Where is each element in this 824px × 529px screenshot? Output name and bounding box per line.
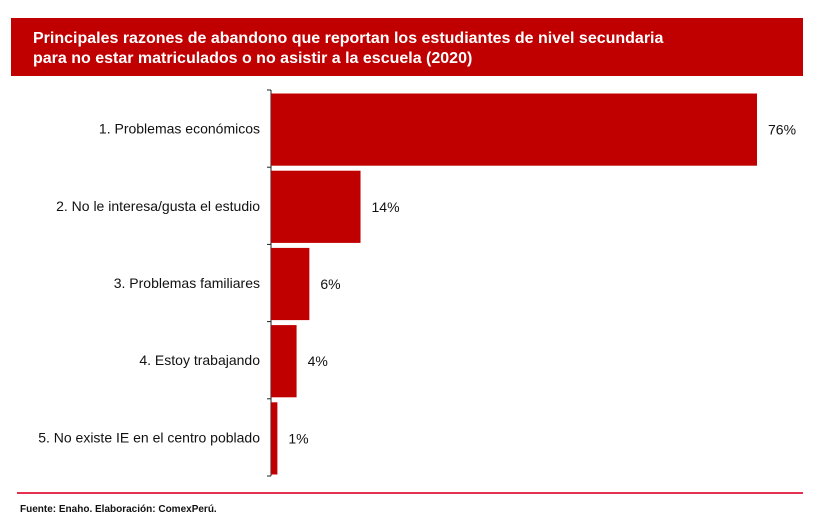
- category-label-1: 1. Problemas económicos: [99, 121, 260, 137]
- bar-3: [271, 247, 310, 321]
- category-label-4: 4. Estoy trabajando: [139, 352, 260, 368]
- footer-divider: [17, 492, 803, 494]
- bar-2: [271, 170, 361, 243]
- data-label-2: 14%: [372, 199, 400, 215]
- data-label-4: 4%: [308, 353, 328, 369]
- category-label-5: 5. No existe IE en el centro poblado: [38, 429, 260, 445]
- category-label-2: 2. No le interesa/gusta el estudio: [56, 198, 260, 214]
- chart-title-line-1: Principales razones de abandono que repo…: [33, 30, 664, 47]
- bar-5: [271, 402, 278, 475]
- data-label-3: 6%: [320, 276, 340, 292]
- bar-1: [271, 93, 757, 166]
- data-label-5: 1%: [288, 430, 308, 446]
- bar-4: [271, 325, 297, 398]
- source-note: Fuente: Enaho. Elaboración: ComexPerú.: [20, 504, 217, 515]
- category-label-3: 3. Problemas familiares: [114, 275, 260, 291]
- data-label-1: 76%: [768, 122, 796, 138]
- chart-title-line-2: para no estar matriculados o no asistir …: [33, 50, 473, 67]
- chart-title-banner: Principales razones de abandono que repo…: [11, 18, 803, 76]
